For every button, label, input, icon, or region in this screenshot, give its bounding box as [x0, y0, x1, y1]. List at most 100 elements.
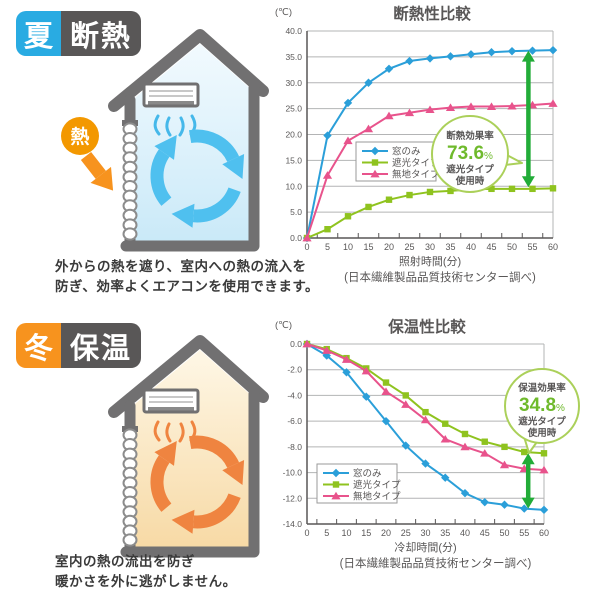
svg-text:15: 15 [361, 528, 371, 538]
wall-outline [120, 82, 260, 252]
svg-text:30: 30 [425, 242, 435, 252]
svg-text:5.0: 5.0 [290, 207, 302, 217]
series [302, 45, 558, 243]
heat-label: 熱 [70, 125, 89, 148]
wall-outline [120, 388, 260, 558]
svg-text:0.0: 0.0 [290, 339, 302, 349]
roof-outline [108, 29, 269, 112]
svg-text:0: 0 [304, 242, 309, 252]
svg-text:無地タイプ: 無地タイプ [353, 491, 401, 503]
svg-text:使用時: 使用時 [527, 427, 557, 439]
honeycomb-shade-icon [122, 426, 138, 547]
svg-text:-10.0: -10.0 [283, 468, 303, 478]
svg-text:断熱効果率: 断熱効果率 [446, 130, 494, 142]
winter-section-badge: 冬 保温 [16, 323, 142, 368]
svg-text:50: 50 [507, 242, 517, 252]
svg-text:-8.0: -8.0 [287, 442, 302, 452]
svg-text:0.0: 0.0 [290, 233, 302, 243]
heat-retention-comparison-chart: 0.0 -2.0 -4.0 -6.0 -8.0 -10.0 -12.0 -14.00 5 10 15… [275, 317, 580, 570]
svg-text:45: 45 [480, 528, 490, 538]
series-line-1 [306, 187, 554, 239]
svg-text:20.0: 20.0 [285, 130, 302, 140]
svg-text:(日本繊維製品品質技術センター調べ): (日本繊維製品品質技術センター調べ) [340, 556, 532, 570]
svg-text:遮光タイプ: 遮光タイプ [353, 479, 401, 491]
circulation-arrows-icon [150, 129, 245, 228]
insulation-comparison-chart: 40.0 35.0 30.0 25.0 20.0 15.0 10.0 5.0 0.00 5 10 15… [275, 4, 558, 284]
winter-description-line-2: 暖かさを外に逃がしません。 [55, 574, 237, 589]
svg-text:30.0: 30.0 [285, 78, 302, 88]
winter-description: 室内の熱の流出を防ぎ 暖かさを外に逃がしません。 [55, 552, 237, 592]
effect-arrow [521, 453, 535, 509]
heat-badge: 熱 [61, 117, 99, 155]
svg-text:(℃): (℃) [275, 320, 292, 331]
svg-text:35: 35 [440, 528, 450, 538]
svg-text:使用時: 使用時 [455, 175, 485, 187]
svg-text:10: 10 [341, 528, 351, 538]
air-conditioner-icon [142, 82, 200, 108]
summer-description: 外からの熱を遮り、室内への熱の流入を 防ぎ、効率よくエアコンを使用できます。 [55, 257, 319, 297]
svg-text:窓のみ: 窓のみ [392, 146, 421, 158]
summer-description-line-1: 外からの熱を遮り、室内への熱の流入を [55, 259, 307, 274]
heat-arrow-icon [80, 151, 114, 191]
svg-text:10: 10 [343, 242, 353, 252]
chart-labels: 断熱性比較 (℃) 照射時間(分) (日本繊維製品品質技術センター調べ) [275, 4, 536, 284]
svg-text:30: 30 [420, 528, 430, 538]
summer-section-badge: 夏 断熱 [16, 11, 142, 56]
svg-text:55: 55 [527, 242, 537, 252]
svg-text:60: 60 [548, 242, 558, 252]
summer-house-illustration: 熱 [61, 29, 269, 252]
winter-badge-type-label: 保温 [61, 323, 142, 368]
svg-text:55: 55 [519, 528, 529, 538]
svg-text:73.6%: 73.6% [447, 143, 493, 164]
svg-text:35.0: 35.0 [285, 52, 302, 62]
svg-text:(日本繊維製品品質技術センター調べ): (日本繊維製品品質技術センター調べ) [344, 270, 536, 284]
svg-text:冷却時間(分): 冷却時間(分) [394, 541, 456, 554]
svg-text:5: 5 [324, 528, 329, 538]
svg-text:15: 15 [363, 242, 373, 252]
svg-text:40.0: 40.0 [285, 26, 302, 36]
winter-badge-season-label: 冬 [16, 323, 61, 368]
svg-text:保温効果率: 保温効果率 [517, 382, 566, 394]
svg-text:遮光タイプ: 遮光タイプ [392, 157, 440, 169]
svg-text:50: 50 [499, 528, 509, 538]
svg-text:-14.0: -14.0 [283, 519, 303, 529]
roof-outline [108, 335, 269, 418]
svg-text:45: 45 [486, 242, 496, 252]
svg-text:照射時間(分): 照射時間(分) [399, 254, 461, 268]
svg-text:窓のみ: 窓のみ [353, 468, 382, 480]
svg-text:10.0: 10.0 [285, 181, 302, 191]
winter-house-illustration [108, 335, 269, 558]
svg-text:遮光タイプ: 遮光タイプ [446, 164, 494, 176]
svg-text:15.0: 15.0 [285, 155, 302, 165]
svg-text:25: 25 [404, 242, 414, 252]
svg-text:60: 60 [539, 528, 549, 538]
svg-text:(℃): (℃) [275, 7, 292, 18]
svg-text:25: 25 [401, 528, 411, 538]
summer-badge-type-label: 断熱 [61, 11, 142, 56]
axes-and-grid: 0.0 -2.0 -4.0 -6.0 -8.0 -10.0 -12.0 -14.00 5 10 15… [283, 339, 549, 538]
summer-description-line-2: 防ぎ、効率よくエアコンを使用できます。 [55, 279, 319, 294]
svg-text:-6.0: -6.0 [287, 416, 302, 426]
winter-description-line-1: 室内の熱の流出を防ぎ [55, 554, 195, 569]
svg-text:40: 40 [466, 242, 476, 252]
svg-text:-4.0: -4.0 [287, 390, 302, 400]
svg-text:-12.0: -12.0 [283, 493, 303, 503]
circulation-arrows-icon [150, 435, 245, 534]
svg-text:遮光タイプ: 遮光タイプ [518, 416, 566, 428]
svg-text:0: 0 [304, 528, 309, 538]
chart-labels: 保温性比較 (℃) 冷却時間(分) (日本繊維製品品質技術センター調べ) [275, 317, 531, 570]
svg-text:断熱性比較: 断熱性比較 [393, 4, 471, 23]
svg-text:25.0: 25.0 [285, 104, 302, 114]
svg-text:保温性比較: 保温性比較 [387, 317, 466, 336]
svg-text:40: 40 [460, 528, 470, 538]
effect-arrow [521, 50, 535, 188]
svg-text:20: 20 [384, 242, 394, 252]
svg-text:35: 35 [445, 242, 455, 252]
summer-badge-season-label: 夏 [16, 11, 61, 56]
axes-and-grid: 40.0 35.0 30.0 25.0 20.0 15.0 10.0 5.0 0.00 5 10 15… [285, 26, 558, 252]
svg-text:34.8%: 34.8% [519, 395, 565, 416]
